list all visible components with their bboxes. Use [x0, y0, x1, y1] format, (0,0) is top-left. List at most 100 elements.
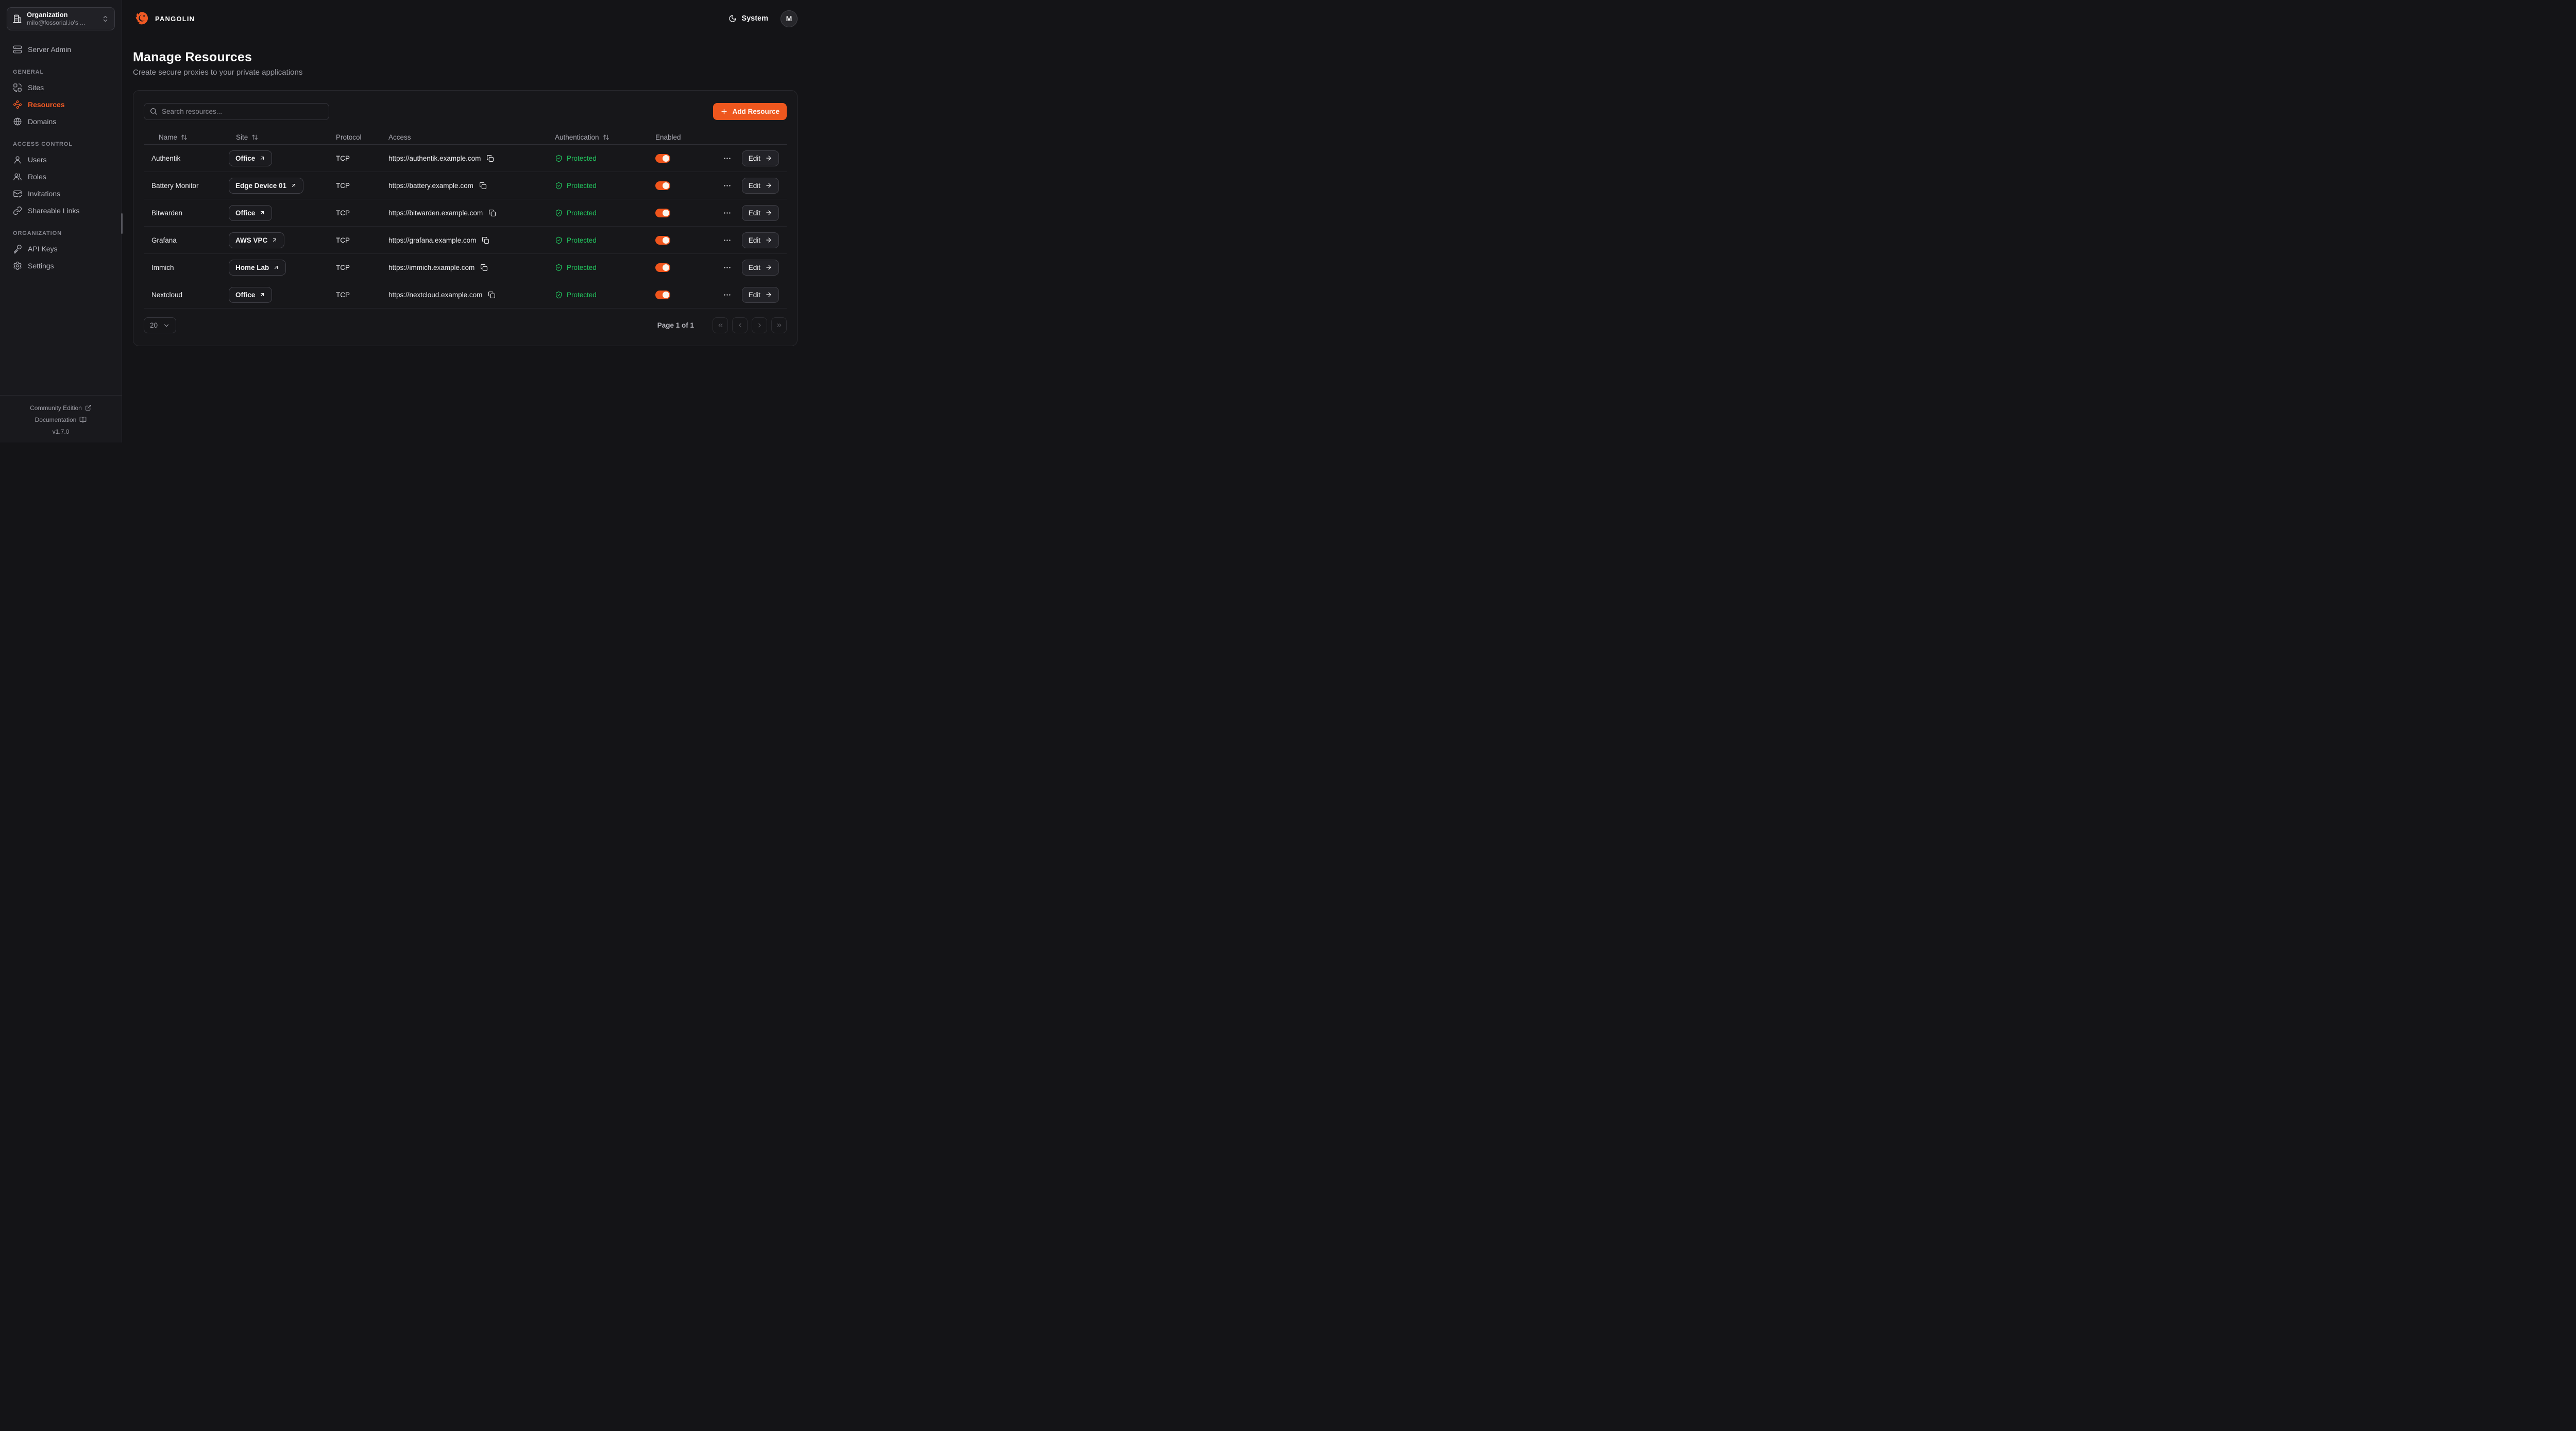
enabled-toggle[interactable] [655, 181, 670, 190]
section-label-access-control: ACCESS CONTROL [13, 141, 73, 147]
sidebar-item-resources[interactable]: Resources [10, 96, 113, 113]
row-menu-button[interactable] [722, 208, 733, 218]
copy-url-button[interactable] [488, 209, 496, 217]
sidebar-item-domains[interactable]: Domains [10, 113, 113, 130]
site-link-button[interactable]: Home Lab [229, 259, 286, 276]
edit-button[interactable]: Edit [741, 177, 779, 194]
column-header-label: Access [388, 133, 411, 141]
resource-access-url: https://immich.example.com [388, 263, 475, 271]
sidebar-item-api-keys[interactable]: API Keys [10, 240, 113, 257]
theme-toggle[interactable]: System [728, 14, 768, 23]
copy-icon [482, 236, 489, 244]
copy-url-button[interactable] [479, 182, 487, 190]
sort-icon [181, 134, 188, 141]
resource-access-url: https://nextcloud.example.com [388, 291, 483, 299]
org-selector[interactable]: Organization milo@fossorial.io's ... [7, 7, 115, 30]
sidebar-item-label: Invitations [28, 189, 61, 198]
copy-url-button[interactable] [482, 236, 489, 244]
edit-button[interactable]: Edit [741, 150, 779, 166]
resource-protocol: TCP [336, 181, 350, 190]
row-menu-button[interactable] [722, 235, 733, 246]
enabled-toggle[interactable] [655, 263, 670, 272]
row-menu-button[interactable] [722, 153, 733, 164]
arrow-up-right-icon [259, 210, 265, 216]
column-header-enabled: Enabled [655, 133, 712, 141]
site-link-button[interactable]: Office [229, 205, 273, 221]
row-menu-button[interactable] [722, 289, 733, 300]
edit-label: Edit [748, 181, 760, 190]
resource-name: Authentik [151, 154, 181, 162]
resource-protocol: TCP [336, 291, 350, 299]
last-page-button[interactable] [771, 317, 787, 333]
copy-icon [488, 291, 496, 299]
sort-icon [251, 134, 258, 141]
column-header-site[interactable]: Site [229, 133, 336, 141]
toggle-knob [663, 236, 669, 244]
enabled-toggle[interactable] [655, 235, 670, 245]
page-size-value: 20 [150, 321, 158, 329]
sidebar-item-label: Shareable Links [28, 206, 80, 215]
sidebar-item-sites[interactable]: Sites [10, 79, 113, 96]
row-menu-button[interactable] [722, 180, 733, 191]
arrow-right-icon [765, 264, 772, 271]
sidebar-item-server-admin[interactable]: Server Admin [10, 41, 113, 58]
copy-icon [488, 209, 496, 217]
resource-name: Bitwarden [151, 209, 183, 217]
row-menu-button[interactable] [722, 262, 733, 273]
documentation-link[interactable]: Documentation [0, 414, 122, 425]
search-input[interactable] [144, 103, 329, 120]
enabled-toggle[interactable] [655, 154, 670, 163]
copy-icon [486, 155, 494, 162]
avatar[interactable]: M [781, 10, 798, 27]
sidebar-item-settings[interactable]: Settings [10, 257, 113, 274]
copy-url-button[interactable] [488, 291, 496, 299]
page-subtitle: Create secure proxies to your private ap… [133, 68, 303, 77]
site-name: Office [235, 209, 256, 217]
enabled-toggle[interactable] [655, 290, 670, 299]
sidebar-item-label: Roles [28, 172, 46, 181]
card-toolbar: Add Resource [144, 103, 787, 120]
add-resource-button[interactable]: Add Resource [713, 103, 787, 120]
site-link-button[interactable]: Office [229, 286, 273, 303]
avatar-initial: M [786, 14, 792, 23]
sidebar-item-invitations[interactable]: Invitations [10, 185, 113, 202]
edit-button[interactable]: Edit [741, 286, 779, 303]
edit-label: Edit [748, 236, 760, 244]
next-page-button[interactable] [752, 317, 767, 333]
edit-button[interactable]: Edit [741, 205, 779, 221]
brand-logo[interactable]: PANGOLIN [133, 10, 195, 27]
site-link-button[interactable]: Office [229, 150, 273, 166]
brand-name: PANGOLIN [155, 14, 195, 23]
edit-button[interactable]: Edit [741, 259, 779, 276]
arrow-right-icon [765, 209, 772, 216]
auth-status-badge: Protected [567, 209, 597, 217]
arrow-up-right-icon [272, 237, 278, 243]
edit-button[interactable]: Edit [741, 232, 779, 248]
resources-table: Name Site Protocol Access Authenticati [144, 130, 787, 309]
sidebar-item-shareable-links[interactable]: Shareable Links [10, 202, 113, 219]
copy-url-button[interactable] [480, 264, 488, 271]
sidebar-item-label: Users [28, 155, 47, 164]
chevron-right-icon [756, 322, 763, 329]
shield-check-icon [555, 291, 563, 299]
shield-check-icon [555, 236, 563, 244]
site-name: Edge Device 01 [235, 181, 287, 190]
sidebar-item-roles[interactable]: Roles [10, 168, 113, 185]
community-edition-link[interactable]: Community Edition [0, 402, 122, 414]
enabled-toggle[interactable] [655, 208, 670, 217]
table-row: Authentik Office TCP https://authentik.e… [144, 145, 787, 172]
prev-page-button[interactable] [732, 317, 748, 333]
site-link-button[interactable]: AWS VPC [229, 232, 285, 248]
sidebar-item-users[interactable]: Users [10, 151, 113, 168]
column-header-label: Authentication [555, 133, 599, 141]
copy-url-button[interactable] [486, 155, 494, 162]
resource-name: Nextcloud [151, 291, 183, 299]
column-header-authentication[interactable]: Authentication [555, 133, 655, 141]
site-link-button[interactable]: Edge Device 01 [229, 177, 304, 194]
resource-protocol: TCP [336, 209, 350, 217]
column-header-name[interactable]: Name [151, 133, 229, 141]
site-name: AWS VPC [235, 236, 268, 244]
page-size-select[interactable]: 20 [144, 317, 177, 333]
first-page-button[interactable] [713, 317, 728, 333]
sidebar-resize-handle[interactable] [121, 213, 123, 234]
